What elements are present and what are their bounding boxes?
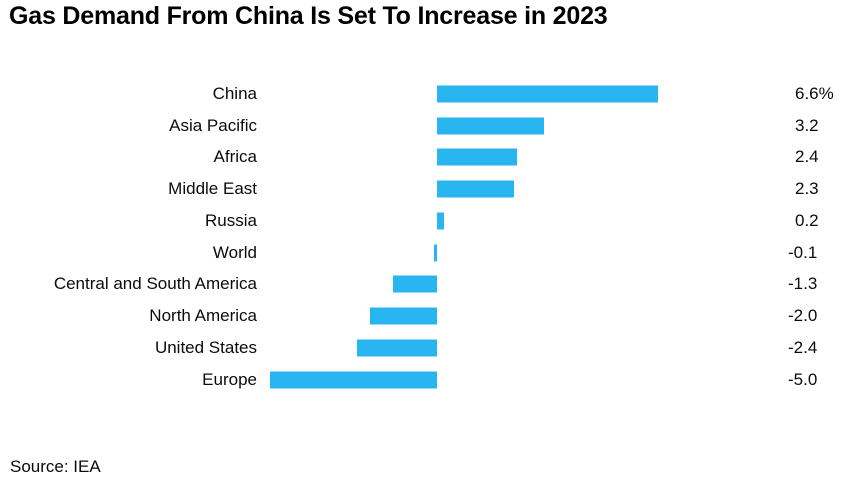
chart-row: World -0.1 — [0, 237, 850, 269]
chart-title: Gas Demand From China Is Set To Increase… — [9, 2, 608, 30]
bar — [437, 148, 518, 166]
bar-area — [258, 364, 783, 396]
category-label: World — [212, 242, 257, 262]
chart-row: Africa 2.4 — [0, 142, 850, 174]
category-label: Central and South America — [53, 274, 257, 294]
bar-area — [258, 173, 783, 205]
category-label: China — [212, 83, 257, 103]
chart-row: China 6.6% — [0, 78, 850, 110]
bar-chart: China 6.6% Asia Pacific 3.2 Africa 2.4 Middle … — [0, 78, 850, 396]
category-label: Middle East — [168, 179, 257, 199]
value-label: 6.6% — [795, 83, 834, 103]
bar — [437, 212, 444, 230]
chart-row: North America -2.0 — [0, 300, 850, 332]
category-label: North America — [149, 306, 257, 326]
value-label: -2.0 — [788, 306, 818, 326]
value-label: -1.3 — [788, 274, 818, 294]
bar-area — [258, 300, 783, 332]
category-label: Africa — [213, 147, 257, 167]
bar — [437, 85, 659, 103]
bar-area — [258, 78, 783, 110]
chart-row: United States -2.4 — [0, 332, 850, 364]
bar — [356, 339, 437, 357]
chart-row: Middle East 2.3 — [0, 173, 850, 205]
value-label: 3.2 — [795, 115, 819, 135]
value-label: -0.1 — [788, 242, 818, 262]
bar-area — [258, 205, 783, 237]
source-note: Source: IEA — [10, 457, 101, 476]
category-label: Europe — [202, 369, 257, 389]
bar-area — [258, 332, 783, 364]
value-label: -2.4 — [788, 337, 818, 357]
bar — [433, 244, 437, 262]
bar — [269, 371, 437, 389]
category-label: United States — [154, 337, 257, 357]
value-label: 2.3 — [795, 179, 819, 199]
chart-row: Russia 0.2 — [0, 205, 850, 237]
bar — [437, 117, 545, 135]
chart-row: Asia Pacific 3.2 — [0, 110, 850, 142]
bar — [437, 180, 515, 198]
value-label: 0.2 — [795, 210, 819, 230]
bar-area — [258, 269, 783, 301]
bar-area — [258, 142, 783, 174]
chart-row: Central and South America -1.3 — [0, 269, 850, 301]
bar-area — [258, 110, 783, 142]
category-label: Russia — [205, 210, 257, 230]
bar — [370, 307, 437, 325]
category-label: Asia Pacific — [169, 115, 257, 135]
chart-row: Europe -5.0 — [0, 364, 850, 396]
bar-area — [258, 237, 783, 269]
value-label: 2.4 — [795, 147, 819, 167]
value-label: -5.0 — [788, 369, 818, 389]
bar — [393, 275, 437, 293]
